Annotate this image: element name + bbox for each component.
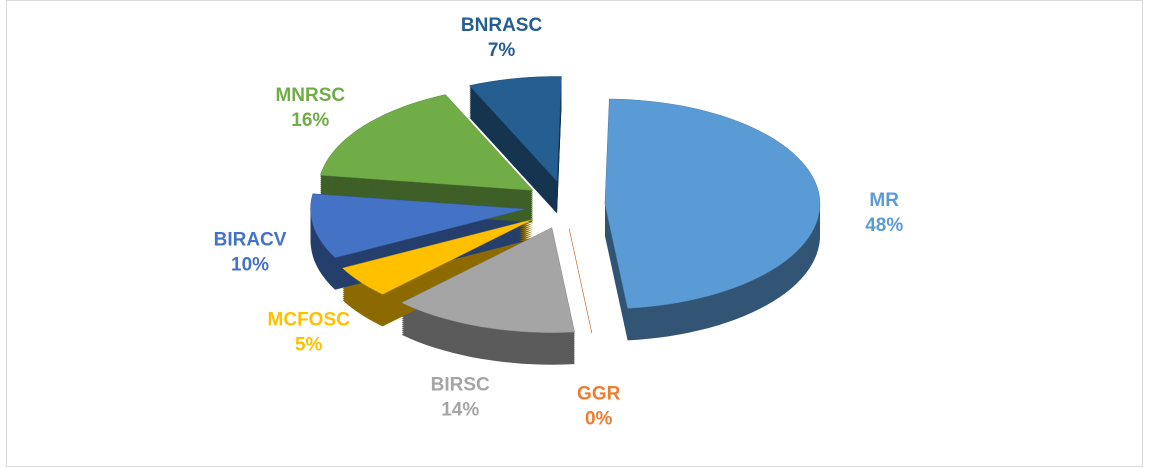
category-label: GGR (577, 384, 621, 405)
category-label: MR (869, 190, 899, 211)
category-label: BNRASC (461, 15, 543, 36)
category-label: MCFOSC (268, 310, 351, 331)
chart-border (6, 0, 1143, 467)
value-label: 10% (231, 254, 269, 275)
value-label: 48% (865, 215, 903, 236)
value-label: 5% (295, 335, 323, 356)
slice (604, 98, 821, 309)
labels: MR 48% GGR 0% BIRSC 14% MCFOSC 5% BIRACV 10% MNRSC… (214, 15, 904, 430)
slice (401, 227, 575, 333)
value-label: 16% (291, 110, 329, 131)
category-label: BIRACV (214, 229, 287, 250)
slice (568, 228, 593, 334)
value-label: 0% (585, 409, 613, 430)
slice (310, 193, 526, 259)
value-label: 7% (488, 40, 516, 61)
slice (468, 76, 562, 183)
slice (341, 219, 534, 295)
value-label: 14% (441, 399, 479, 420)
slice-tops (310, 76, 821, 334)
category-label: BIRSC (431, 374, 490, 395)
slice (320, 94, 534, 191)
category-label: MNRSC (275, 85, 345, 106)
